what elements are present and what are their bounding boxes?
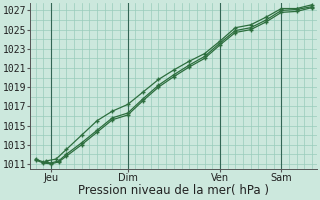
X-axis label: Pression niveau de la mer( hPa ): Pression niveau de la mer( hPa ) [78,184,269,197]
